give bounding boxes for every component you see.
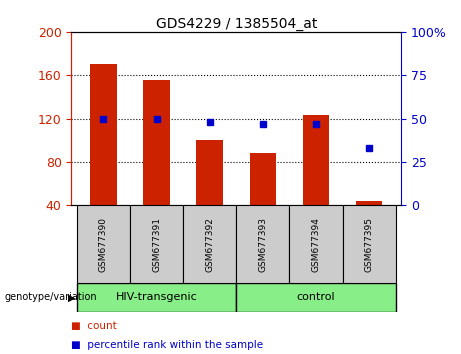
Text: GSM677390: GSM677390 (99, 217, 108, 272)
Bar (236, 283, 396, 312)
Text: GSM677391: GSM677391 (152, 217, 161, 272)
Text: ■  percentile rank within the sample: ■ percentile rank within the sample (71, 340, 264, 350)
Bar (90, 64, 117, 205)
Bar (77, 205, 130, 283)
Text: ▶: ▶ (68, 292, 76, 302)
Text: GSM677392: GSM677392 (205, 217, 214, 272)
Bar (130, 205, 183, 283)
Bar (143, 80, 170, 205)
Bar (196, 140, 223, 205)
Text: genotype/variation: genotype/variation (5, 292, 97, 302)
Bar (183, 205, 236, 283)
Bar (303, 115, 329, 205)
Bar (236, 205, 290, 283)
Text: GSM677393: GSM677393 (258, 217, 267, 272)
Text: ■  count: ■ count (71, 321, 117, 331)
Text: GSM677394: GSM677394 (312, 217, 320, 272)
Bar (343, 205, 396, 283)
Text: HIV-transgenic: HIV-transgenic (116, 292, 197, 302)
Bar (356, 201, 383, 205)
Title: GDS4229 / 1385504_at: GDS4229 / 1385504_at (155, 17, 317, 31)
Bar (77, 283, 236, 312)
Bar (249, 153, 276, 205)
Text: control: control (297, 292, 335, 302)
Bar (290, 205, 343, 283)
Text: GSM677395: GSM677395 (365, 217, 374, 272)
